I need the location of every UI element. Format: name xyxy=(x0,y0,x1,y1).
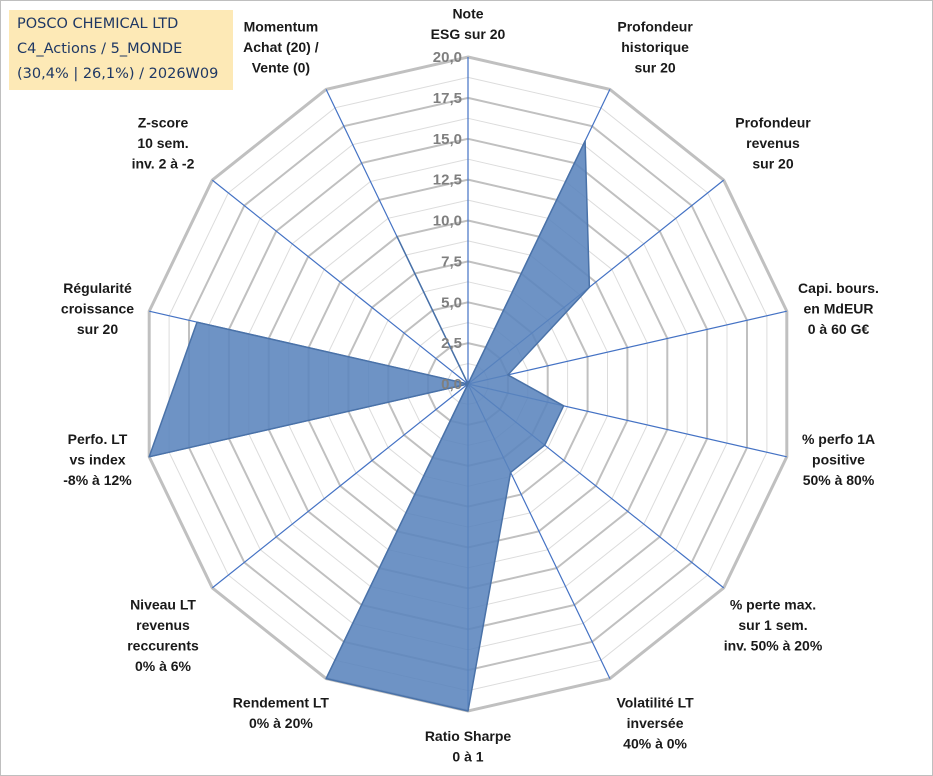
title-stats: (30,4% | 26,1%) / 2026W09 xyxy=(17,66,219,82)
tick-label: 15,0 xyxy=(433,131,462,148)
category-label-line: sur 1 sem. xyxy=(738,617,807,633)
axis-spoke xyxy=(211,383,469,589)
category-label-line: Vente (0) xyxy=(252,60,310,76)
tick-label: 10,0 xyxy=(433,213,462,230)
category-label-line: ESG sur 20 xyxy=(431,26,506,42)
category-label-line: sur 20 xyxy=(634,60,675,76)
category-label: Volatilité LT inversée 40% à 0% xyxy=(616,694,694,751)
category-label-line: 0% à 6% xyxy=(135,658,192,674)
category-label-line: revenus xyxy=(746,135,800,151)
tick-label: 20,0 xyxy=(433,49,462,66)
tick-label: 17,5 xyxy=(433,90,462,107)
tick-label: 5,0 xyxy=(441,294,462,311)
chart-title-box: POSCO CHEMICAL LTD C4_Actions / 5_MONDE … xyxy=(9,10,233,90)
category-label-line: Note xyxy=(452,6,483,22)
category-label-line: inv. 2 à -2 xyxy=(132,156,195,172)
category-label: Rendement LT 0% à 20% xyxy=(233,694,330,731)
category-label-line: positive xyxy=(812,451,865,467)
category-label-line: Volatilité LT xyxy=(616,694,694,710)
category-label-line: 10 sem. xyxy=(137,135,188,151)
title-company: POSCO CHEMICAL LTD xyxy=(17,16,179,32)
category-label-line: -8% à 12% xyxy=(63,472,132,488)
category-label-line: Niveau LT xyxy=(130,596,196,612)
category-label-line: en MdEUR xyxy=(804,301,874,317)
series-area-group xyxy=(148,140,591,712)
category-label-line: Rendement LT xyxy=(233,694,330,710)
tick-label: 12,5 xyxy=(433,172,462,189)
category-label-line: revenus xyxy=(136,617,190,633)
category-label-line: Z-score xyxy=(138,115,189,131)
category-label-line: Achat (20) / xyxy=(243,39,319,55)
category-label: Profondeur revenus sur 20 xyxy=(735,115,811,172)
category-labels: Note ESG sur 20 Profondeur historique sur 20… xyxy=(61,6,879,765)
category-label-line: Ratio Sharpe xyxy=(425,728,512,744)
category-label: % perfo 1A positive 50% à 80% xyxy=(802,431,875,488)
category-label-line: Profondeur xyxy=(617,19,693,35)
category-label: Régularité croissance sur 20 xyxy=(61,280,134,337)
category-label-line: 40% à 0% xyxy=(623,735,687,751)
category-label-line: sur 20 xyxy=(752,156,793,172)
category-label: Ratio Sharpe 0 à 1 xyxy=(425,728,512,765)
category-label-line: 0 à 1 xyxy=(452,749,483,765)
category-label-line: Perfo. LT xyxy=(68,431,128,447)
category-label-line: historique xyxy=(621,39,689,55)
tick-label: 0,0 xyxy=(441,376,462,393)
category-label-line: inv. 50% à 20% xyxy=(724,637,823,653)
series-area xyxy=(148,140,591,712)
category-label: Profondeur historique sur 20 xyxy=(617,19,693,76)
category-label: Capi. bours. en MdEUR 0 à 60 G€ xyxy=(798,280,879,337)
category-label-line: % perte max. xyxy=(730,596,816,612)
category-label-line: Profondeur xyxy=(735,115,811,131)
category-label-line: sur 20 xyxy=(77,321,118,337)
category-label-line: % perfo 1A xyxy=(802,431,875,447)
category-label-line: Capi. bours. xyxy=(798,280,879,296)
title-portfolio: C4_Actions / 5_MONDE xyxy=(17,41,183,57)
tick-label: 7,5 xyxy=(441,253,462,270)
category-label-line: 0% à 20% xyxy=(249,715,313,731)
category-label: Note ESG sur 20 xyxy=(431,6,506,43)
category-label: Z-score 10 sem. inv. 2 à -2 xyxy=(132,115,195,172)
axis-spoke xyxy=(211,179,469,385)
category-label-line: croissance xyxy=(61,301,134,317)
category-label-line: reccurents xyxy=(127,637,199,653)
category-label-line: Momentum xyxy=(244,19,319,35)
category-label: Niveau LT revenus reccurents 0% à 6% xyxy=(127,596,199,674)
tick-label: 2,5 xyxy=(441,335,462,352)
category-label-line: inversée xyxy=(627,715,684,731)
category-label-line: 50% à 80% xyxy=(803,472,875,488)
category-label: Perfo. LT vs index -8% à 12% xyxy=(63,431,132,488)
radial-tick-labels: 0,0 2,5 5,0 7,5 10,0 12,5 15,0 17,5 20,0 xyxy=(433,49,462,393)
category-label-line: Régularité xyxy=(63,280,132,296)
category-label: Momentum Achat (20) / Vente (0) xyxy=(243,19,319,76)
category-label-line: 0 à 60 G€ xyxy=(808,321,870,337)
axis-spoke xyxy=(467,310,787,385)
category-label-line: vs index xyxy=(69,451,125,467)
category-label: % perte max. sur 1 sem. inv. 50% à 20% xyxy=(724,596,823,653)
